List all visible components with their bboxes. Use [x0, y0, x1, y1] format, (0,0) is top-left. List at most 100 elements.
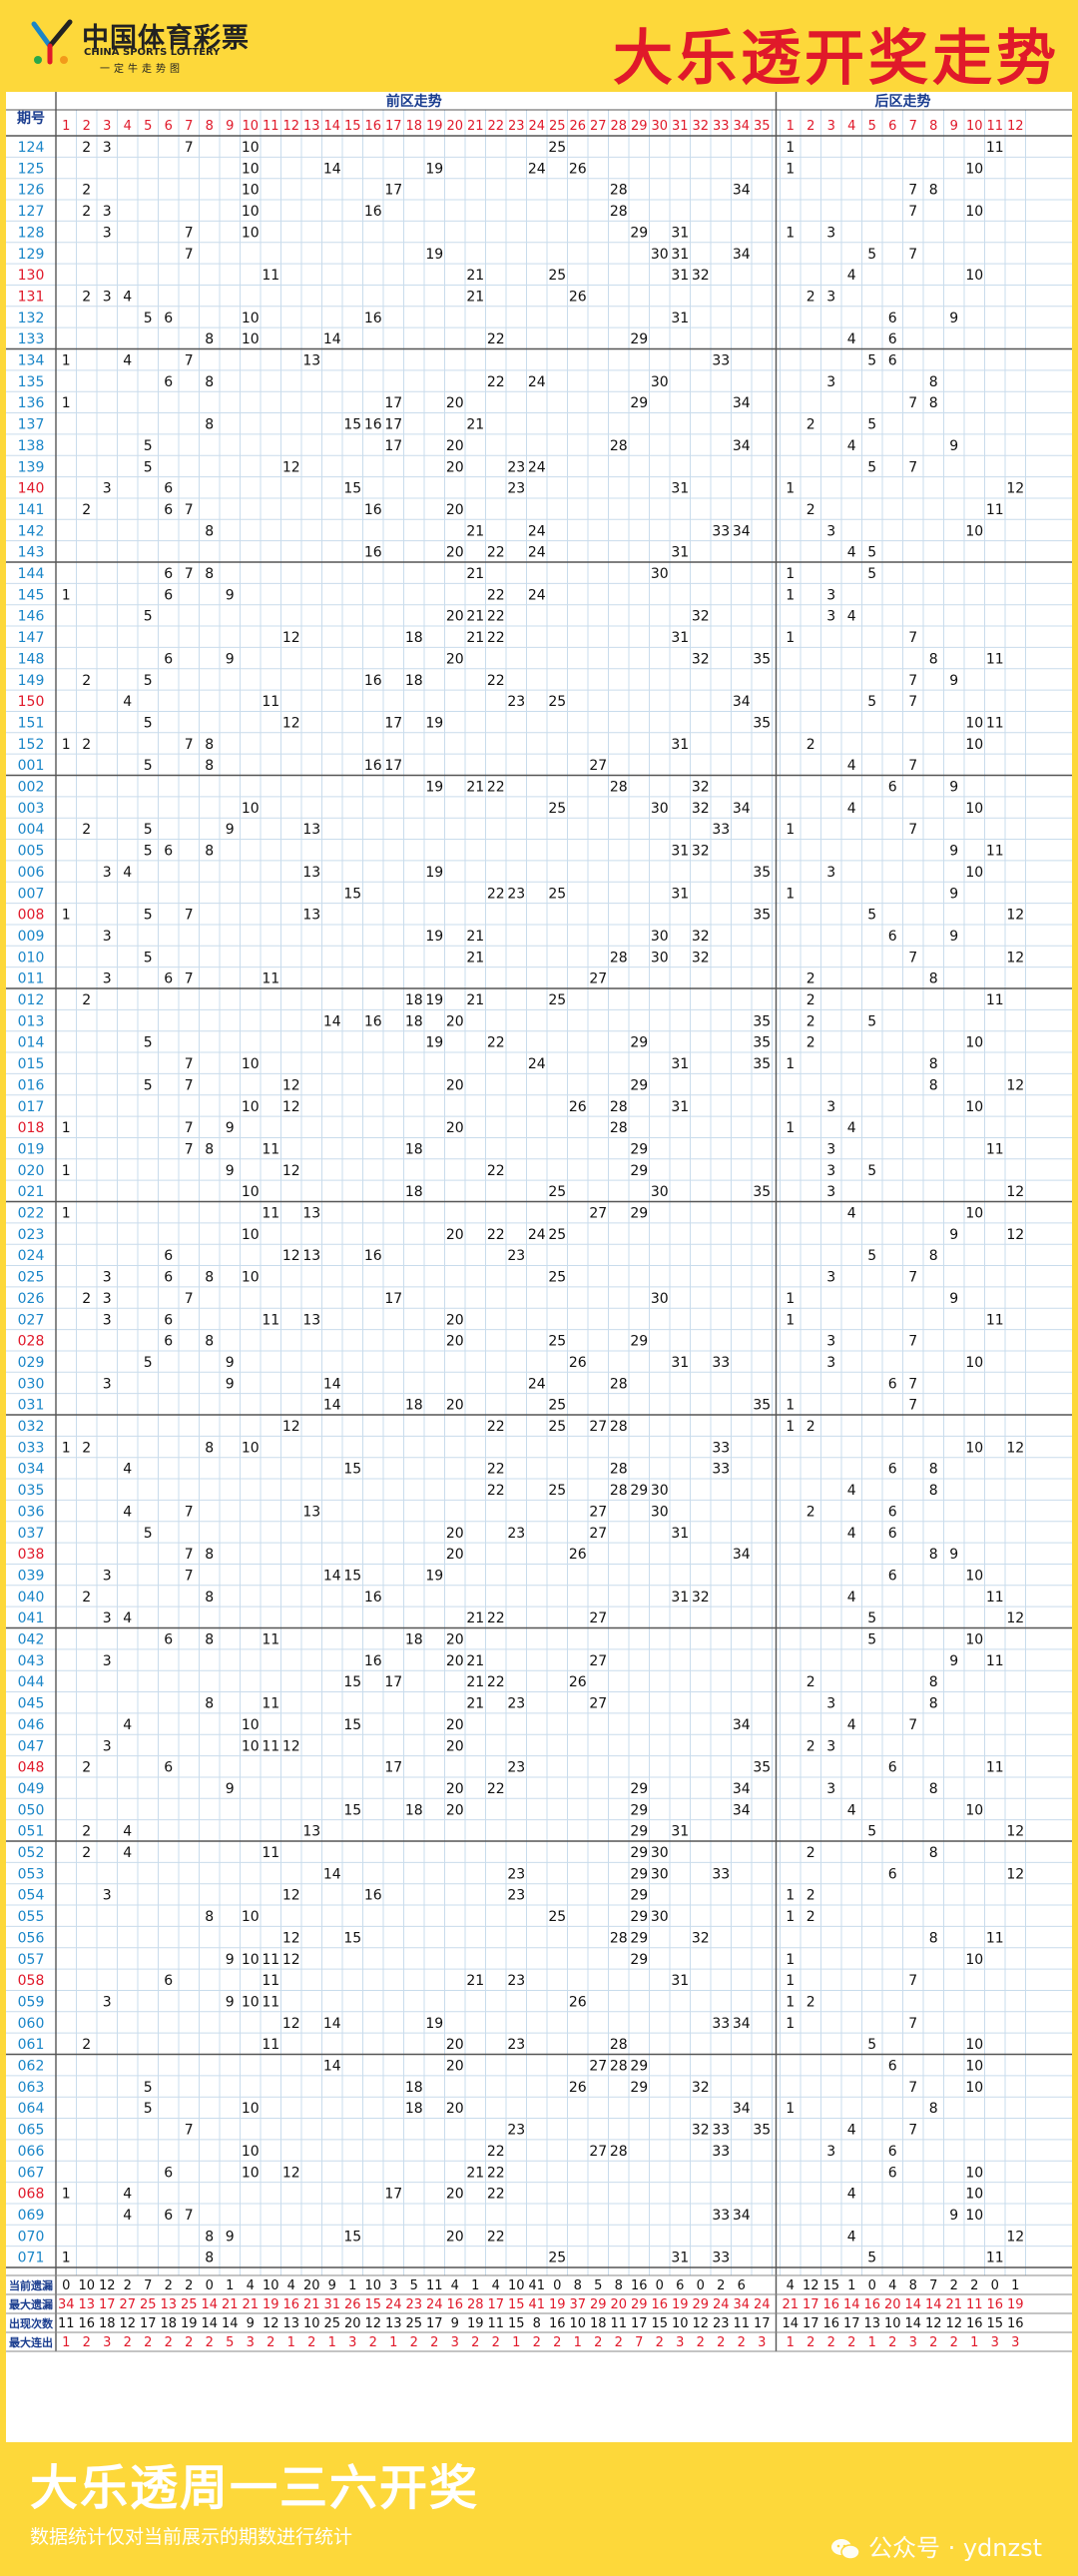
front-ball: 27 — [589, 2144, 607, 2160]
stats-front-value: 17 — [140, 2316, 157, 2331]
front-ball: 16 — [364, 1590, 382, 1606]
front-ball: 12 — [282, 2165, 300, 2181]
back-ball: 6 — [888, 353, 897, 369]
back-ball: 7 — [908, 204, 917, 220]
back-ball: 6 — [888, 2144, 897, 2160]
back-ball: 6 — [888, 331, 897, 347]
stats-back-value: 1 — [970, 2335, 978, 2350]
front-ball: 15 — [343, 1802, 361, 1818]
front-ball: 2 — [82, 673, 91, 689]
back-ball: 4 — [847, 2229, 856, 2245]
back-ball: 10 — [965, 523, 983, 539]
front-ball: 7 — [185, 225, 194, 241]
back-ball: 7 — [908, 630, 917, 646]
front-ball: 25 — [548, 801, 566, 817]
back-ball: 1 — [786, 566, 795, 582]
stats-front-value: 7 — [635, 2335, 643, 2350]
back-ball: 2 — [807, 1845, 815, 1861]
front-ball: 11 — [262, 1141, 279, 1157]
stats-front-value: 2 — [471, 2335, 479, 2350]
front-ball: 34 — [733, 1802, 751, 1818]
issue-number: 045 — [18, 1696, 45, 1712]
stats-front-value: 2 — [492, 2335, 500, 2350]
front-number-header: 7 — [185, 119, 193, 134]
back-ball: 10 — [965, 1355, 983, 1371]
stats-back-value: 3 — [1011, 2335, 1019, 2350]
issue-number: 014 — [18, 1035, 45, 1051]
front-number-header: 27 — [590, 119, 607, 134]
stats-front-value: 17 — [487, 2297, 504, 2312]
back-ball: 3 — [826, 1738, 835, 1754]
front-ball: 8 — [205, 566, 214, 582]
stats-front-value: 7 — [144, 2278, 152, 2293]
front-ball: 33 — [712, 2144, 730, 2160]
front-ball: 14 — [323, 331, 341, 347]
front-ball: 9 — [226, 822, 235, 838]
front-ball: 8 — [205, 1696, 214, 1712]
stats-front-value: 17 — [631, 2316, 648, 2331]
back-ball: 2 — [807, 1504, 815, 1520]
front-ball: 7 — [185, 1568, 194, 1584]
back-ball: 7 — [908, 1334, 917, 1350]
back-ball: 6 — [888, 1504, 897, 1520]
issue-number: 042 — [18, 1632, 45, 1648]
back-ball: 11 — [986, 992, 1004, 1008]
front-ball: 3 — [103, 929, 112, 945]
front-ball: 34 — [733, 2016, 751, 2032]
front-ball: 19 — [425, 929, 443, 945]
stats-front-value: 3 — [247, 2335, 255, 2350]
front-ball: 23 — [507, 2123, 525, 2139]
stats-front-value: 25 — [181, 2297, 198, 2312]
back-ball: 9 — [949, 1291, 958, 1307]
front-ball: 29 — [630, 1781, 648, 1797]
back-ball: 11 — [986, 844, 1004, 860]
front-number-header: 24 — [528, 119, 545, 134]
front-ball: 28 — [610, 1376, 628, 1392]
front-ball: 20 — [446, 651, 464, 667]
back-ball: 6 — [888, 1526, 897, 1542]
front-ball: 23 — [507, 1866, 525, 1882]
front-ball: 13 — [302, 822, 320, 838]
back-ball: 2 — [807, 1738, 815, 1754]
footer-note: 数据统计仅对当前展示的期数进行统计 — [30, 2526, 353, 2548]
front-ball: 11 — [262, 1206, 279, 1222]
stats-back-value: 16 — [822, 2297, 839, 2312]
stats-front-value: 1 — [287, 2335, 295, 2350]
front-ball: 29 — [630, 1866, 648, 1882]
front-ball: 10 — [242, 1994, 260, 2010]
front-ball: 24 — [528, 587, 546, 603]
issue-number: 043 — [18, 1653, 45, 1669]
back-ball: 6 — [888, 311, 897, 326]
front-ball: 23 — [507, 1973, 525, 1989]
stats-front-value: 12 — [263, 2316, 279, 2331]
front-ball: 24 — [528, 523, 546, 539]
back-ball: 10 — [965, 1568, 983, 1584]
front-ball: 8 — [205, 1632, 214, 1648]
front-ball: 29 — [630, 1802, 648, 1818]
front-ball: 6 — [164, 311, 173, 326]
front-ball: 15 — [343, 1462, 361, 1478]
front-ball: 7 — [185, 502, 194, 518]
front-ball: 16 — [364, 673, 382, 689]
stats-front-value: 0 — [553, 2278, 561, 2293]
stats-front-value: 10 — [303, 2316, 320, 2331]
back-ball: 4 — [847, 1206, 856, 1222]
stats-front-value: 12 — [119, 2316, 136, 2331]
stats-front-value: 15 — [508, 2316, 525, 2331]
front-ball: 21 — [466, 609, 484, 625]
front-ball: 27 — [589, 1206, 607, 1222]
back-number-header: 1 — [787, 119, 795, 134]
stats-front-value: 29 — [631, 2297, 648, 2312]
stats-back-value: 0 — [868, 2278, 876, 2293]
issue-number: 131 — [18, 289, 45, 305]
stats-back-value: 1 — [847, 2278, 855, 2293]
back-ball: 9 — [949, 311, 958, 326]
front-ball: 26 — [569, 289, 587, 305]
front-ball: 17 — [384, 758, 402, 774]
front-ball: 27 — [589, 1504, 607, 1520]
front-ball: 12 — [282, 1099, 300, 1115]
back-ball: 8 — [929, 183, 938, 199]
stats-back-value: 17 — [843, 2316, 860, 2331]
front-ball: 4 — [123, 2208, 132, 2224]
stats-back-value: 2 — [950, 2278, 958, 2293]
